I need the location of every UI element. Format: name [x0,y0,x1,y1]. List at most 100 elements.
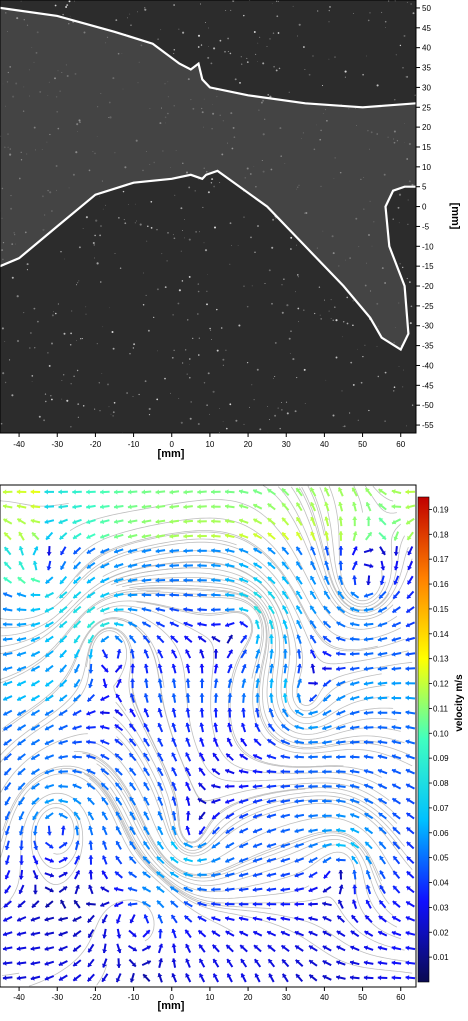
particle-dot [413,12,415,14]
bottom-x-axis-label: [mm] [158,1000,185,1012]
particle-dot [293,6,294,7]
particle-dot [279,428,280,429]
particle-dot [66,4,68,6]
colorbar-tick-label: 0.05 [433,854,449,863]
bottom-x-tick-label: -40 [13,993,25,1002]
particle-dot [243,15,244,16]
colorbar-tick-label: 0.17 [433,555,449,564]
particle-dot [78,417,79,418]
particle-dot [76,284,77,285]
particle-dot [198,46,200,48]
particle-dot [329,10,330,11]
particle-dot [164,378,166,380]
particle-dot [206,291,207,292]
particle-dot [214,226,216,228]
particle-dot [251,384,252,385]
top-y-tick-label: 5 [422,183,427,192]
top-y-tick-label: 30 [422,83,431,92]
particle-dot [364,345,365,346]
particle-dot [195,231,197,233]
particle-dot [304,369,306,371]
particle-dot [244,217,245,218]
top-x-tick-label: 40 [320,440,329,449]
particle-dot [289,92,290,93]
particle-dot [156,229,158,231]
particle-dot [267,46,268,47]
particle-dot [182,32,184,34]
top-y-tick-label: -40 [422,361,434,370]
particle-dot [103,209,104,210]
particle-dot [254,31,256,33]
particle-dot [273,378,274,379]
particle-dot [335,319,337,321]
particle-dot [153,317,154,318]
particle-dot [61,399,62,400]
particle-dot [69,0,71,2]
particle-dot [331,299,332,300]
particle-dot [2,327,4,329]
particle-dot [208,372,210,374]
particle-dot [329,311,330,312]
particle-dot [249,407,250,408]
particle-dot [204,242,205,243]
particle-dot [199,338,200,339]
particle-dot [143,273,144,274]
particle-dot [52,314,54,316]
particle-dot [198,35,200,37]
particle-dot [157,288,159,290]
particle-dot [177,303,179,305]
particle-dot [408,200,409,201]
particle-dot [406,425,407,426]
top-x-tick-label: 30 [282,440,291,449]
particle-dot [146,295,147,296]
particle-dot [95,220,97,222]
particle-dot [31,375,33,377]
particle-dot [202,207,203,208]
particle-dot [70,426,71,427]
particle-dot [228,51,229,52]
particle-dot [405,77,406,78]
particle-dot [145,380,147,382]
particle-dot [239,82,241,84]
particle-dot [223,421,224,422]
particle-dot [78,280,79,281]
particle-dot [407,224,408,225]
top-y-tick-label: 20 [422,123,431,132]
particle-dot [64,333,66,335]
particle-dot [114,402,116,404]
colorbar-tick-label: 0.18 [433,530,449,539]
particle-dot [179,289,181,291]
particle-dot [344,425,346,427]
top-y-tick-label: 25 [422,103,431,112]
particle-dot [147,225,149,227]
particle-dot [86,216,88,218]
particle-dot [257,369,259,371]
particle-dot [366,56,367,57]
particle-dot [328,59,329,60]
particle-dot [221,327,223,329]
particle-dot [140,224,142,226]
particle-dot [129,14,130,15]
particle-dot [94,409,95,410]
particle-dot [129,353,130,354]
particle-dot [254,252,255,253]
particle-dot [298,321,299,322]
particle-dot [290,237,292,239]
particle-dot [223,365,224,366]
particle-dot [273,33,274,34]
particle-dot [345,71,347,73]
colorbar-label: velocity m/s [454,674,465,732]
particle-dot [333,415,335,417]
top-x-tick-label: -20 [90,440,102,449]
particle-dot [238,324,240,326]
particle-dot [100,281,101,282]
particle-dot [257,43,258,44]
particle-dot [118,217,119,218]
bottom-x-tick-label: 50 [358,993,367,1002]
particle-dot [399,194,401,196]
particle-dot [179,29,180,30]
particle-dot [283,279,284,280]
particle-dot [290,353,291,354]
particle-dot [130,24,132,26]
top-x-tick-label: -40 [13,440,25,449]
